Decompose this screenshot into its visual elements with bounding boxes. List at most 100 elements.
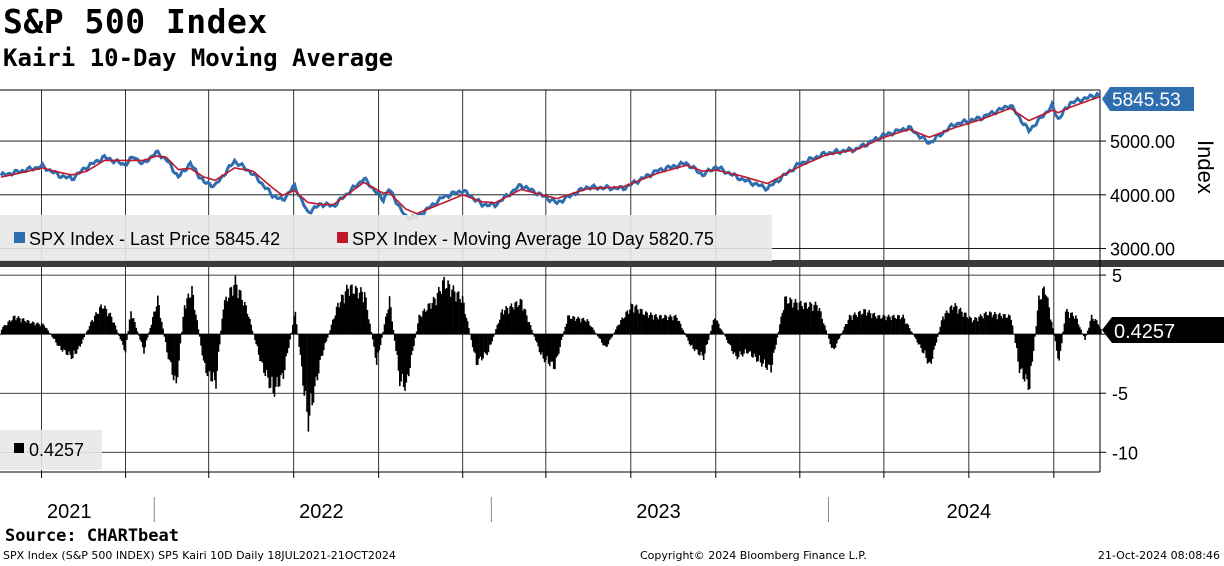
- kairi-bar: [393, 334, 396, 341]
- kairi-bar: [87, 329, 89, 335]
- kairi-bar: [207, 334, 210, 371]
- kairi-bar: [138, 334, 140, 336]
- kairi-bar: [1005, 317, 1007, 335]
- kairi-bar: [751, 334, 753, 357]
- kairi-bar: [339, 302, 342, 335]
- kairi-bar: [910, 331, 912, 335]
- kairi-bar: [1072, 316, 1075, 335]
- kairi-bar: [725, 334, 728, 340]
- kairi-bar: [320, 334, 323, 357]
- kairi-bar: [567, 315, 569, 335]
- kairi-bar: [895, 318, 898, 335]
- kairi-bar: [902, 314, 904, 335]
- kairi-bar: [205, 334, 207, 373]
- kairi-bar: [527, 322, 529, 335]
- kairi-bar: [810, 303, 813, 335]
- kairi-bar: [343, 303, 346, 335]
- kairi-bar: [651, 314, 653, 335]
- kairi-bar: [463, 302, 465, 335]
- kairi-bar: [648, 314, 651, 335]
- kairi-bar: [860, 314, 863, 335]
- kairi-bar: [814, 301, 817, 335]
- kairi-bar: [523, 308, 525, 335]
- kairi-bar: [229, 287, 231, 335]
- kairi-bar: [413, 334, 415, 346]
- kairi-bar: [231, 295, 234, 335]
- kairi-bar: [500, 312, 502, 335]
- kairi-bar: [786, 303, 789, 335]
- kairi-bar: [763, 334, 766, 360]
- kairi-bar: [534, 334, 537, 341]
- kairi-bar: [906, 323, 908, 335]
- kairi-bar: [679, 323, 682, 335]
- kairi-bar: [1062, 331, 1064, 335]
- kairi-bar: [511, 307, 514, 335]
- kairi-bar: [387, 309, 390, 335]
- kairi-bar: [131, 318, 134, 335]
- kairi-bar: [702, 334, 705, 361]
- kairi-bar: [966, 317, 968, 335]
- kairi-bar: [188, 297, 191, 335]
- kairi-bar: [321, 334, 324, 356]
- kairi-bar: [299, 334, 302, 355]
- kairi-bar: [163, 334, 166, 337]
- kairi-bar: [733, 334, 736, 353]
- kairi-bar: [464, 314, 466, 335]
- kairi-bar: [713, 318, 716, 335]
- kairi-bar: [842, 330, 844, 335]
- kairi-bar: [606, 334, 608, 347]
- kairi-bar: [64, 334, 66, 351]
- kairi-bar: [211, 334, 214, 382]
- kairi-bar: [6, 325, 8, 335]
- kairi-bar: [409, 334, 411, 368]
- kairi-bar: [430, 308, 432, 335]
- panel-divider: [0, 260, 1224, 267]
- kairi-bar: [716, 320, 719, 335]
- kairi-bar: [315, 334, 317, 377]
- kairi-bar: [880, 318, 882, 335]
- kairi-bar: [478, 334, 480, 359]
- kairi-bar: [839, 334, 842, 336]
- kairi-bar: [593, 329, 595, 335]
- kairi-bar: [334, 315, 337, 335]
- kairi-bar: [69, 334, 72, 355]
- kairi-bar: [977, 321, 979, 335]
- kairi-bar: [119, 334, 122, 340]
- kairi-bar: [483, 334, 486, 353]
- kairi-bar: [938, 332, 940, 335]
- kairi-bar: [546, 334, 548, 357]
- kairi-bar: [1068, 317, 1071, 335]
- kairi-bar: [970, 317, 972, 335]
- kairi-bar: [824, 325, 826, 335]
- kairi-bar: [132, 318, 135, 335]
- kairi-bar: [130, 311, 132, 335]
- kairi-bar: [897, 315, 899, 335]
- kairi-bar: [1076, 318, 1078, 335]
- kairi-bar: [642, 314, 644, 335]
- kairi-bar: [95, 312, 97, 335]
- kairi-bar: [1084, 334, 1086, 340]
- kairi-bar: [935, 334, 938, 343]
- kairi-bar: [770, 334, 772, 373]
- kairi-bar: [1036, 310, 1039, 335]
- kairi-bar: [367, 319, 370, 335]
- y-tick-label-bottom: -5: [1112, 384, 1128, 404]
- kairi-bar: [666, 320, 669, 335]
- kairi-bar: [951, 309, 954, 335]
- kairi-bar: [405, 334, 408, 383]
- kairi-bar: [676, 317, 678, 335]
- kairi-bar: [653, 315, 656, 335]
- kairi-bar: [152, 317, 154, 335]
- kairi-bar: [1026, 334, 1028, 380]
- kairi-bar: [354, 285, 357, 335]
- kairi-bar: [1010, 319, 1012, 335]
- kairi-bar: [883, 315, 886, 335]
- kairi-bar: [674, 314, 677, 335]
- kairi-bar: [721, 331, 724, 335]
- kairi-bar: [150, 324, 153, 335]
- kairi-bar: [117, 332, 119, 335]
- kairi-bar: [861, 313, 864, 335]
- kairi-bar: [864, 309, 867, 335]
- kairi-bar: [128, 319, 131, 335]
- kairi-bar: [477, 334, 479, 365]
